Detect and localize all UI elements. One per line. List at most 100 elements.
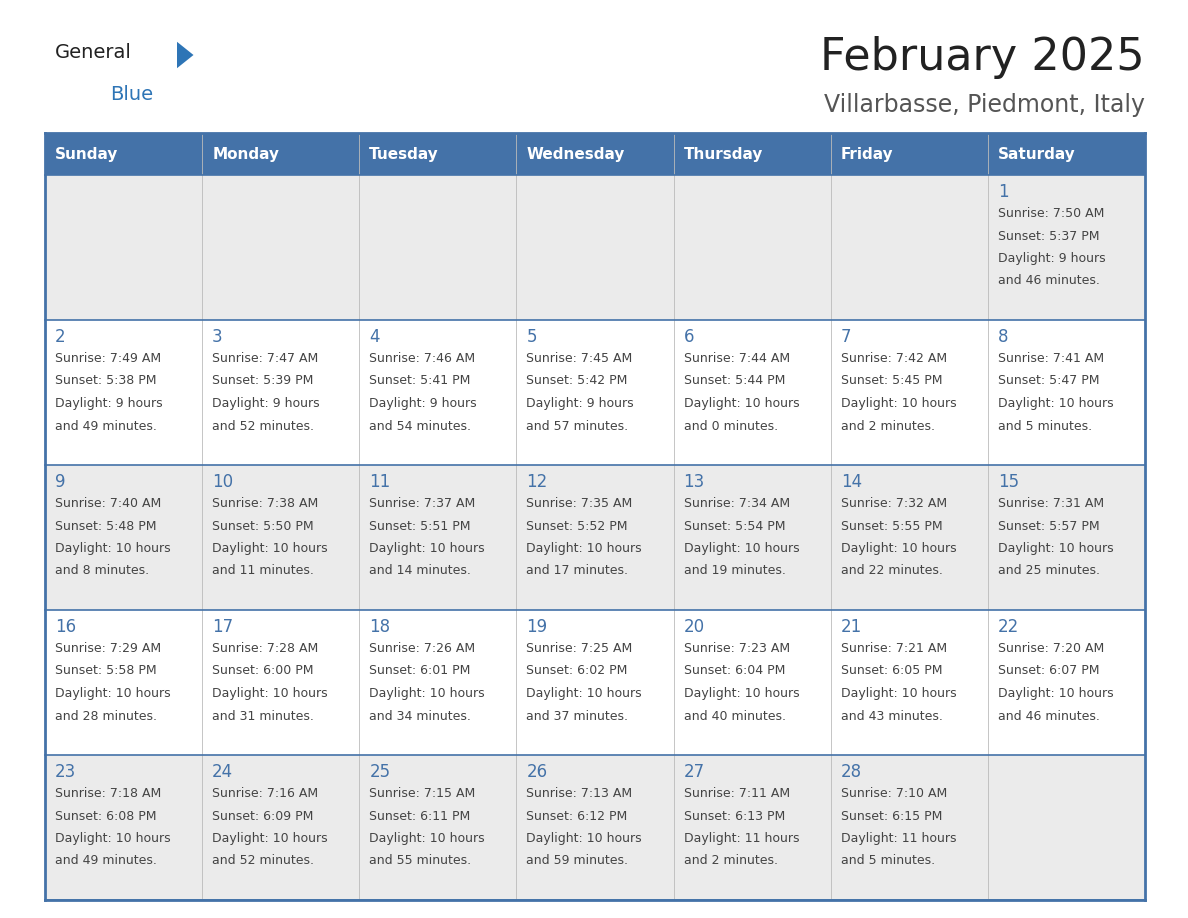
Text: 24: 24: [213, 763, 233, 781]
Bar: [517, 610, 674, 755]
Text: Sunrise: 7:10 AM: Sunrise: 7:10 AM: [841, 787, 947, 800]
Text: and 28 minutes.: and 28 minutes.: [55, 710, 157, 722]
Text: Sunrise: 7:40 AM: Sunrise: 7:40 AM: [55, 497, 162, 510]
Text: and 8 minutes.: and 8 minutes.: [55, 565, 150, 577]
Text: Sunrise: 7:47 AM: Sunrise: 7:47 AM: [213, 352, 318, 365]
Text: and 49 minutes.: and 49 minutes.: [55, 420, 157, 432]
Text: and 14 minutes.: and 14 minutes.: [369, 565, 472, 577]
Text: Sunrise: 7:34 AM: Sunrise: 7:34 AM: [683, 497, 790, 510]
Text: and 40 minutes.: and 40 minutes.: [683, 710, 785, 722]
Text: Sunrise: 7:45 AM: Sunrise: 7:45 AM: [526, 352, 633, 365]
Text: 13: 13: [683, 473, 704, 491]
Bar: [45, 610, 202, 755]
Text: Daylight: 10 hours: Daylight: 10 hours: [526, 687, 642, 700]
Bar: [359, 610, 517, 755]
Text: Daylight: 10 hours: Daylight: 10 hours: [841, 397, 956, 410]
Text: Sunrise: 7:26 AM: Sunrise: 7:26 AM: [369, 642, 475, 655]
Bar: [830, 610, 988, 755]
Text: 16: 16: [55, 618, 76, 636]
Text: Sunset: 5:51 PM: Sunset: 5:51 PM: [369, 520, 470, 532]
Text: and 55 minutes.: and 55 minutes.: [369, 855, 472, 868]
Text: 18: 18: [369, 618, 391, 636]
Bar: [674, 465, 830, 610]
Text: Sunset: 5:42 PM: Sunset: 5:42 PM: [526, 375, 627, 387]
Text: Sunrise: 7:11 AM: Sunrise: 7:11 AM: [683, 787, 790, 800]
Bar: [517, 320, 674, 465]
Text: Wednesday: Wednesday: [526, 147, 625, 162]
Text: 7: 7: [841, 328, 852, 346]
Text: Sunrise: 7:37 AM: Sunrise: 7:37 AM: [369, 497, 475, 510]
Text: 15: 15: [998, 473, 1019, 491]
Text: and 22 minutes.: and 22 minutes.: [841, 565, 942, 577]
Text: Daylight: 9 hours: Daylight: 9 hours: [998, 252, 1106, 265]
Text: Daylight: 10 hours: Daylight: 10 hours: [55, 687, 171, 700]
Text: Sunset: 5:45 PM: Sunset: 5:45 PM: [841, 375, 942, 387]
Text: Daylight: 10 hours: Daylight: 10 hours: [841, 687, 956, 700]
Text: and 31 minutes.: and 31 minutes.: [213, 710, 314, 722]
Text: 14: 14: [841, 473, 861, 491]
Bar: [517, 133, 674, 175]
Text: Sunset: 6:05 PM: Sunset: 6:05 PM: [841, 665, 942, 677]
Text: Sunrise: 7:31 AM: Sunrise: 7:31 AM: [998, 497, 1104, 510]
Text: Monday: Monday: [213, 147, 279, 162]
Text: Sunrise: 7:42 AM: Sunrise: 7:42 AM: [841, 352, 947, 365]
Text: Blue: Blue: [110, 85, 153, 104]
Text: Villarbasse, Piedmont, Italy: Villarbasse, Piedmont, Italy: [824, 93, 1145, 117]
Text: and 52 minutes.: and 52 minutes.: [213, 420, 314, 432]
Text: 20: 20: [683, 618, 704, 636]
Text: Daylight: 9 hours: Daylight: 9 hours: [213, 397, 320, 410]
Text: Daylight: 10 hours: Daylight: 10 hours: [998, 397, 1113, 410]
Text: Daylight: 10 hours: Daylight: 10 hours: [213, 542, 328, 555]
Bar: [988, 465, 1145, 610]
Text: Sunset: 5:50 PM: Sunset: 5:50 PM: [213, 520, 314, 532]
Bar: [830, 175, 988, 320]
Bar: [674, 175, 830, 320]
Text: Daylight: 10 hours: Daylight: 10 hours: [369, 687, 485, 700]
Bar: [988, 755, 1145, 900]
Text: February 2025: February 2025: [821, 36, 1145, 79]
Text: and 57 minutes.: and 57 minutes.: [526, 420, 628, 432]
Bar: [202, 465, 359, 610]
Bar: [830, 133, 988, 175]
Text: and 59 minutes.: and 59 minutes.: [526, 855, 628, 868]
Text: and 46 minutes.: and 46 minutes.: [998, 710, 1100, 722]
Text: Sunrise: 7:21 AM: Sunrise: 7:21 AM: [841, 642, 947, 655]
Text: Sunset: 5:39 PM: Sunset: 5:39 PM: [213, 375, 314, 387]
Text: Daylight: 11 hours: Daylight: 11 hours: [683, 832, 800, 845]
Text: 27: 27: [683, 763, 704, 781]
Polygon shape: [177, 42, 194, 68]
Bar: [674, 755, 830, 900]
Text: and 19 minutes.: and 19 minutes.: [683, 565, 785, 577]
Text: and 25 minutes.: and 25 minutes.: [998, 565, 1100, 577]
Text: Sunset: 5:48 PM: Sunset: 5:48 PM: [55, 520, 157, 532]
Text: and 43 minutes.: and 43 minutes.: [841, 710, 942, 722]
Text: Sunset: 6:15 PM: Sunset: 6:15 PM: [841, 810, 942, 823]
Text: 12: 12: [526, 473, 548, 491]
Text: 21: 21: [841, 618, 862, 636]
Text: Sunrise: 7:23 AM: Sunrise: 7:23 AM: [683, 642, 790, 655]
Text: Sunset: 5:37 PM: Sunset: 5:37 PM: [998, 230, 1099, 242]
Bar: [830, 465, 988, 610]
Bar: [674, 320, 830, 465]
Text: Daylight: 10 hours: Daylight: 10 hours: [55, 832, 171, 845]
Text: 6: 6: [683, 328, 694, 346]
Text: Sunrise: 7:16 AM: Sunrise: 7:16 AM: [213, 787, 318, 800]
Text: Sunset: 6:02 PM: Sunset: 6:02 PM: [526, 665, 627, 677]
Text: Sunset: 5:38 PM: Sunset: 5:38 PM: [55, 375, 157, 387]
Text: Daylight: 10 hours: Daylight: 10 hours: [213, 687, 328, 700]
Text: and 37 minutes.: and 37 minutes.: [526, 710, 628, 722]
Text: 19: 19: [526, 618, 548, 636]
Text: Daylight: 10 hours: Daylight: 10 hours: [213, 832, 328, 845]
Text: Sunset: 5:41 PM: Sunset: 5:41 PM: [369, 375, 470, 387]
Text: Sunrise: 7:49 AM: Sunrise: 7:49 AM: [55, 352, 162, 365]
Bar: [674, 133, 830, 175]
Text: and 11 minutes.: and 11 minutes.: [213, 565, 314, 577]
Text: and 0 minutes.: and 0 minutes.: [683, 420, 778, 432]
Text: 8: 8: [998, 328, 1009, 346]
Text: Daylight: 9 hours: Daylight: 9 hours: [526, 397, 634, 410]
Text: Sunrise: 7:13 AM: Sunrise: 7:13 AM: [526, 787, 632, 800]
Bar: [517, 465, 674, 610]
Text: 5: 5: [526, 328, 537, 346]
Bar: [359, 175, 517, 320]
Text: Daylight: 11 hours: Daylight: 11 hours: [841, 832, 956, 845]
